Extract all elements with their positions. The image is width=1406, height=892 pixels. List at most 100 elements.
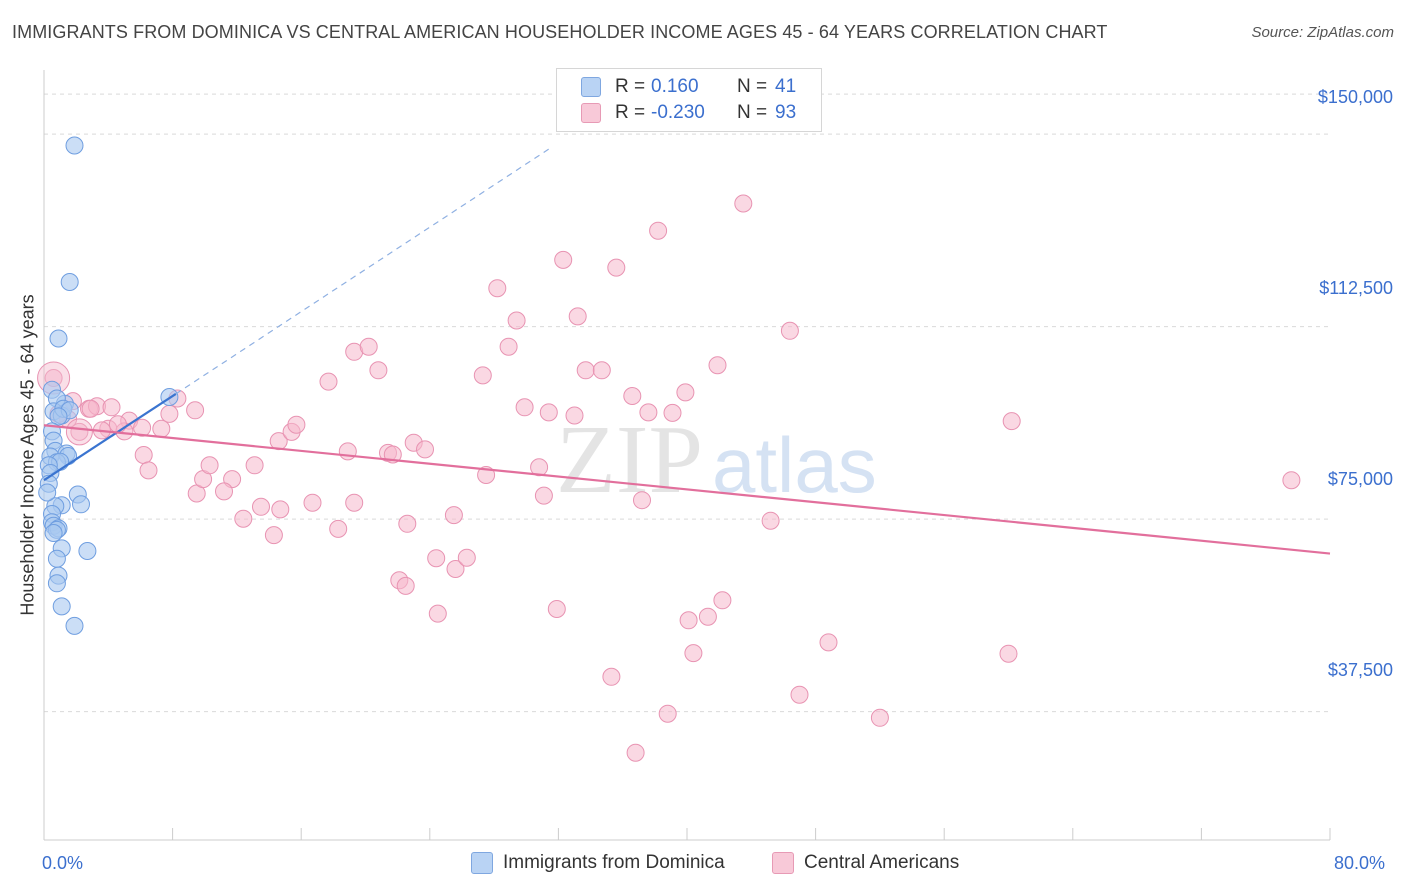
data-point-central-americans xyxy=(870,708,889,727)
data-point-central-americans xyxy=(160,404,179,423)
data-point-central-americans xyxy=(428,604,447,623)
data-point-central-americans xyxy=(676,383,695,402)
data-point-central-americans-cluster xyxy=(65,418,93,446)
n-label: N = xyxy=(737,76,768,97)
data-point-central-americans xyxy=(639,403,658,422)
data-point-central-americans xyxy=(427,549,446,568)
legend-row-central-americans: R = -0.230 N = 93 xyxy=(581,101,796,125)
data-point-central-americans xyxy=(396,576,415,595)
data-point-dominica xyxy=(65,136,84,155)
bottom-legend: Immigrants from Dominica Central America… xyxy=(0,852,1406,878)
data-point-central-americans xyxy=(444,506,463,525)
data-point-central-americans xyxy=(271,500,290,519)
data-point-dominica xyxy=(47,574,66,593)
n-value: 41 xyxy=(775,76,797,97)
data-point-dominica xyxy=(65,616,84,635)
data-point-central-americans xyxy=(576,361,595,380)
data-point-central-americans xyxy=(134,446,153,464)
y-tick-label: $75,000 xyxy=(1327,469,1393,489)
data-point-central-americans xyxy=(234,509,253,528)
data-point-dominica xyxy=(78,542,97,560)
data-point-central-americans xyxy=(287,415,306,434)
data-point-central-americans xyxy=(708,356,727,375)
data-point-dominica xyxy=(49,407,68,426)
data-point-central-americans xyxy=(245,456,264,475)
data-point-central-americans xyxy=(488,279,507,298)
y-tick-label: $37,500 xyxy=(1327,660,1393,680)
r-value: 0.160 xyxy=(651,76,699,97)
legend-label: Immigrants from Dominica xyxy=(503,852,725,873)
data-point-central-americans xyxy=(734,194,753,213)
pink-swatch-icon xyxy=(581,103,601,123)
pink-swatch-icon xyxy=(772,852,794,874)
data-point-central-americans xyxy=(539,403,558,422)
data-point-central-americans xyxy=(359,337,378,356)
x-tick-label-max: 80.0% xyxy=(1334,853,1386,873)
data-point-central-americans xyxy=(515,398,534,417)
x-tick-label-min: 0.0% xyxy=(42,853,84,873)
source-credit: Source: ZipAtlas.com xyxy=(1251,24,1394,41)
chart-title: IMMIGRANTS FROM DOMINICA VS CENTRAL AMER… xyxy=(12,22,1108,42)
data-point-central-americans xyxy=(369,361,388,380)
data-point-dominica xyxy=(72,495,90,514)
r-label: R = xyxy=(615,76,646,97)
series-central-americans xyxy=(37,194,1301,762)
data-point-central-americans xyxy=(264,526,283,545)
data-point-central-americans xyxy=(345,493,364,512)
stats-legend: R = 0.160 N = 41 R = -0.230 N = 93 xyxy=(556,68,822,132)
data-point-central-americans xyxy=(319,372,338,391)
data-point-central-americans xyxy=(607,258,626,277)
y-axis-title: Householder Income Ages 45 - 64 years xyxy=(17,294,38,616)
data-point-central-americans xyxy=(698,607,717,626)
n-label: N = xyxy=(737,102,768,123)
data-point-central-americans xyxy=(679,611,698,630)
data-point-central-americans xyxy=(473,366,492,385)
series-immigrants-from-dominica xyxy=(38,136,179,635)
r-value: -0.230 xyxy=(651,102,705,123)
data-point-dominica xyxy=(47,549,66,568)
trendline-central-americans xyxy=(43,424,1331,555)
data-point-central-americans xyxy=(658,704,677,723)
data-point-central-americans xyxy=(633,491,651,510)
data-point-central-americans xyxy=(81,399,100,418)
data-point-central-americans xyxy=(649,221,668,240)
data-point-central-americans xyxy=(457,548,476,567)
data-point-central-americans xyxy=(507,311,526,330)
data-point-dominica xyxy=(49,329,68,348)
data-point-central-americans xyxy=(416,440,434,459)
data-point-dominica xyxy=(52,597,71,616)
data-point-central-americans xyxy=(186,401,205,420)
data-point-central-americans xyxy=(565,406,584,425)
data-point-central-americans xyxy=(499,337,518,356)
data-point-central-americans xyxy=(303,493,322,512)
data-point-central-americans xyxy=(684,644,703,663)
data-point-central-americans xyxy=(152,419,171,438)
data-point-central-americans xyxy=(626,743,645,762)
data-point-dominica xyxy=(60,273,79,291)
data-point-central-americans xyxy=(338,442,357,461)
trendline-dominica xyxy=(43,392,177,482)
data-point-central-americans xyxy=(534,486,553,505)
y-tick-label: $150,000 xyxy=(1317,87,1393,107)
data-point-central-americans xyxy=(215,482,233,501)
data-point-central-americans xyxy=(761,511,780,530)
blue-swatch-icon xyxy=(471,852,493,874)
data-point-central-americans xyxy=(398,514,417,533)
data-point-central-americans xyxy=(623,387,642,405)
trendlines xyxy=(43,146,1331,555)
data-point-central-americans xyxy=(780,321,799,340)
data-point-central-americans xyxy=(1282,471,1301,490)
watermark-atlas: atlas xyxy=(712,421,877,509)
blue-swatch-icon xyxy=(581,77,601,97)
data-point-central-americans xyxy=(329,519,348,538)
data-point-central-americans xyxy=(999,644,1018,663)
n-value: 93 xyxy=(775,102,797,123)
r-label: R = xyxy=(615,102,646,123)
data-point-central-americans xyxy=(530,458,549,477)
data-point-central-americans xyxy=(568,307,587,326)
data-point-central-americans xyxy=(200,456,219,475)
watermark: ZIP atlas xyxy=(556,406,877,514)
data-point-dominica xyxy=(44,524,63,542)
trendline-dominica-extension xyxy=(175,146,553,395)
